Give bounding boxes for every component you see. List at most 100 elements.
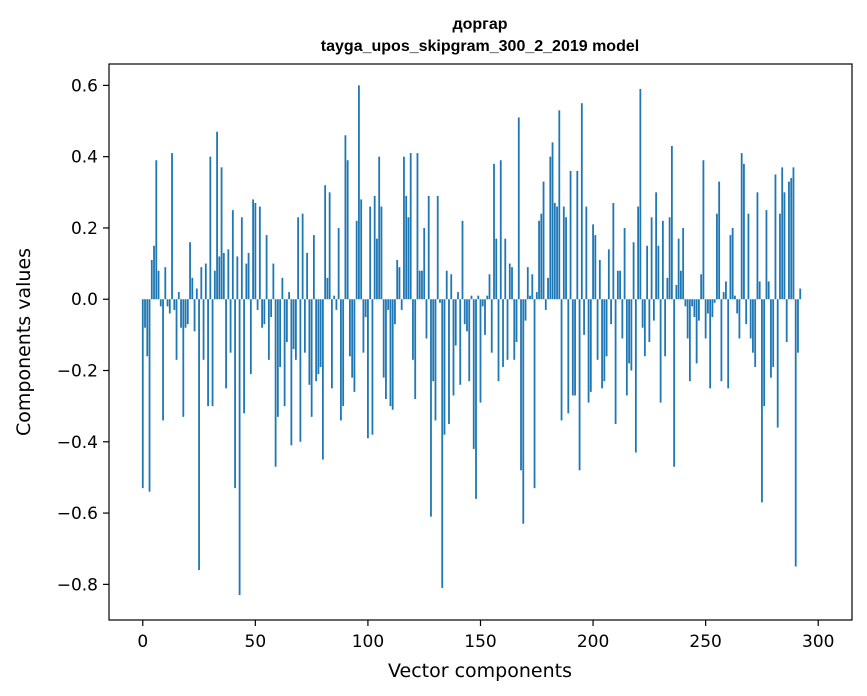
bar <box>229 299 232 353</box>
bar <box>258 206 261 300</box>
bar <box>412 299 414 360</box>
bar <box>574 299 576 396</box>
bar <box>472 299 475 449</box>
bar <box>218 256 221 300</box>
bar <box>344 135 347 300</box>
bar <box>249 299 252 375</box>
bar <box>738 299 741 339</box>
bar <box>698 299 700 321</box>
bar <box>758 281 761 300</box>
bar <box>754 299 757 367</box>
bar <box>565 217 567 300</box>
bar <box>362 299 365 353</box>
bar <box>504 238 507 300</box>
bar <box>342 299 345 407</box>
bar <box>195 288 198 300</box>
bar <box>367 299 369 439</box>
bar <box>441 299 444 588</box>
bar <box>596 299 599 360</box>
chart-subtitle: tayga_upos_skipgram_300_2_2019 model <box>321 38 639 55</box>
bar <box>799 288 802 300</box>
x-axis-label: Vector components <box>388 660 572 682</box>
bar <box>445 270 448 300</box>
bar <box>355 220 358 300</box>
bar <box>326 277 329 300</box>
bar <box>776 299 779 428</box>
bar <box>312 235 315 300</box>
x-tick-label: 0 <box>137 632 148 652</box>
bar <box>452 299 455 396</box>
bar <box>202 299 205 360</box>
bar <box>569 170 572 300</box>
bar <box>652 299 655 321</box>
x-tick-label: 300 <box>802 632 834 652</box>
bar <box>544 299 547 310</box>
bar <box>403 156 405 300</box>
bar <box>457 292 459 300</box>
bar <box>520 299 522 471</box>
bar <box>734 295 736 300</box>
bar <box>749 299 752 339</box>
bar <box>686 299 689 339</box>
bar <box>679 270 682 300</box>
bar <box>285 299 288 342</box>
bar <box>695 299 698 364</box>
x-axis-ticks: 0 50 100 150 200 250 300 <box>137 620 834 652</box>
bar <box>349 299 351 357</box>
bar <box>463 299 466 325</box>
bar <box>725 281 727 300</box>
bar <box>267 299 270 360</box>
x-tick-label: 100 <box>352 632 384 652</box>
bar <box>770 299 772 378</box>
bar <box>605 299 608 357</box>
y-tick-label: 0.2 <box>71 219 98 239</box>
bar <box>182 299 185 417</box>
bar <box>502 299 504 367</box>
bar <box>549 156 552 300</box>
bar <box>583 299 585 335</box>
bar <box>558 110 561 300</box>
bar <box>711 299 714 318</box>
bar <box>200 267 203 300</box>
bar <box>517 117 520 300</box>
bar <box>240 217 243 300</box>
bar <box>207 299 209 407</box>
bar <box>231 210 234 300</box>
bar <box>641 299 644 328</box>
bar <box>691 299 694 307</box>
bar <box>670 145 673 300</box>
bar <box>459 299 462 385</box>
bar <box>542 181 545 300</box>
bar <box>553 203 556 300</box>
bar <box>337 227 340 300</box>
bar <box>632 242 635 300</box>
bar <box>702 160 705 300</box>
bar <box>315 299 318 382</box>
bar <box>162 299 164 421</box>
bar <box>666 277 669 300</box>
bar <box>556 206 558 300</box>
bar <box>157 270 160 300</box>
y-tick-label: −0.8 <box>57 575 98 595</box>
bar <box>423 227 426 300</box>
bar <box>439 299 441 303</box>
y-tick-label: 0.0 <box>71 290 98 310</box>
bar <box>299 299 302 442</box>
bar <box>607 249 610 300</box>
bar <box>603 299 606 382</box>
bar <box>173 299 176 310</box>
bar <box>643 299 646 357</box>
bar <box>562 206 565 300</box>
bar <box>490 299 493 353</box>
bar <box>700 274 703 300</box>
bar <box>684 299 687 307</box>
bar <box>664 299 667 357</box>
bar <box>373 195 376 300</box>
bar <box>430 299 432 517</box>
bar <box>220 167 223 300</box>
bar <box>675 284 678 300</box>
bar <box>328 192 331 300</box>
bar <box>709 299 712 389</box>
bar <box>610 299 612 325</box>
bar <box>772 299 775 367</box>
